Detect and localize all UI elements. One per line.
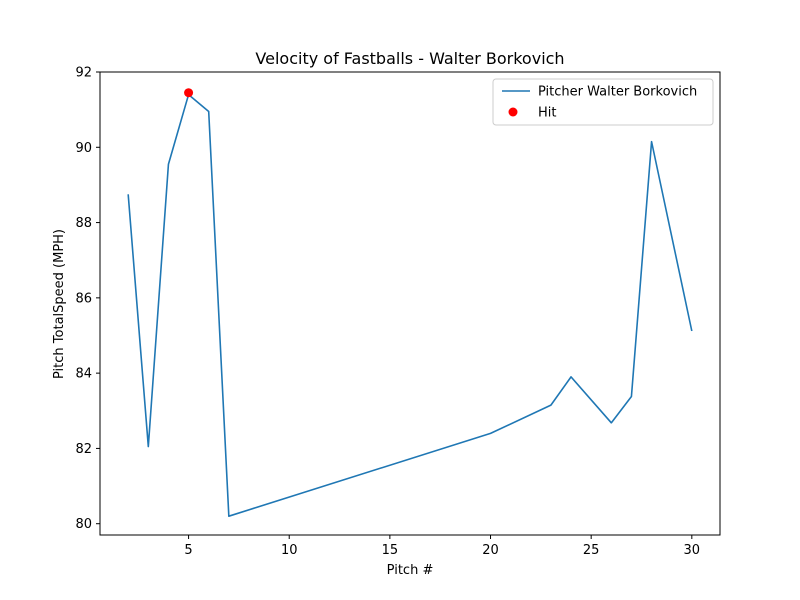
y-tick-label: 82 <box>75 442 92 457</box>
series-line <box>127 93 693 517</box>
x-axis-label: Pitch # <box>387 563 434 578</box>
x-tick-label: 15 <box>382 543 399 558</box>
x-axis: 5 10 15 20 25 30 <box>184 535 700 558</box>
y-tick-label: 92 <box>75 66 92 81</box>
y-axis-label: Pitch TotalSpeed (MPH) <box>52 229 67 379</box>
y-tick-label: 88 <box>75 216 92 231</box>
legend-label-hit: Hit <box>538 106 556 121</box>
y-tick-label: 80 <box>75 517 92 532</box>
x-tick-label: 25 <box>583 543 600 558</box>
hit-point <box>184 88 194 98</box>
legend: Pitcher Walter Borkovich Hit <box>492 78 714 126</box>
x-tick-label: 20 <box>482 543 499 558</box>
y-tick-label: 90 <box>75 141 92 156</box>
plot-area <box>127 88 693 517</box>
legend-label-series: Pitcher Walter Borkovich <box>538 85 697 100</box>
chart-title: Velocity of Fastballs - Walter Borkovich <box>255 49 564 68</box>
y-tick-label: 84 <box>75 367 92 382</box>
y-tick-label: 86 <box>75 291 92 306</box>
legend-hit-swatch <box>508 107 518 117</box>
x-tick-label: 5 <box>184 543 192 558</box>
plot-frame <box>99 71 721 536</box>
x-tick-label: 30 <box>684 543 701 558</box>
y-axis: 80 82 84 86 88 90 92 <box>75 66 100 532</box>
legend-box <box>492 78 714 126</box>
x-tick-label: 10 <box>281 543 298 558</box>
